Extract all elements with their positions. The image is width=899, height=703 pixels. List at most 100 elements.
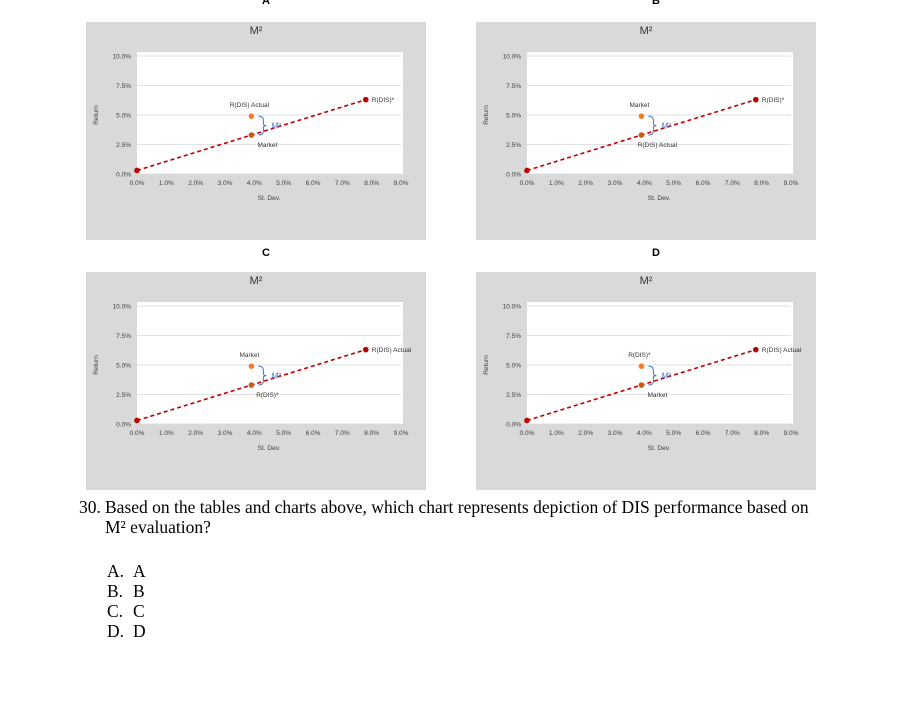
- y-tick-label: 2.5%: [506, 392, 521, 399]
- plot-area: [527, 302, 793, 424]
- x-tick-label: 9.0%: [784, 180, 799, 187]
- chart-b-panel: M² 0.0% 2.5% 5.0% 7.5% 10.0% 0.0% 1.0% 2.0% 3.0% 4…: [476, 22, 816, 240]
- chart-title: M²: [250, 25, 263, 37]
- plot-area: [527, 52, 793, 174]
- point-label: R(DIS)*: [372, 97, 395, 104]
- data-point: [753, 346, 759, 353]
- y-axis-label: Return: [93, 105, 100, 125]
- chart-c-panel: M² 0.0% 2.5% 5.0% 7.5% 10.0% 0.0% 1.0% 2.0% 3.0% 4…: [86, 272, 426, 490]
- data-point: [524, 167, 530, 174]
- y-tick-label: 7.5%: [506, 333, 521, 340]
- point-label: R(DIS)*: [762, 97, 785, 104]
- option-key: D.: [107, 621, 125, 641]
- y-tick-label: 0.0%: [506, 422, 521, 429]
- y-tick-label: 7.5%: [116, 83, 131, 90]
- y-tick-label: 2.5%: [116, 392, 131, 399]
- point-label: R(DIS) Actual: [638, 142, 678, 149]
- x-tick-label: 1.0%: [549, 180, 564, 187]
- chart-a-letter: A: [262, 0, 270, 7]
- x-tick-label: 0.0%: [520, 180, 535, 187]
- y-tick-label: 10.0%: [113, 304, 132, 311]
- chart-c-svg: M² 0.0% 2.5% 5.0% 7.5% 10.0% 0.0% 1.0% 2.0% 3.0% 4…: [93, 275, 412, 452]
- x-axis-label: St. Dev.: [258, 445, 281, 452]
- x-tick-label: 7.0%: [335, 430, 350, 437]
- plot-area: [137, 52, 403, 174]
- x-tick-label: 9.0%: [394, 430, 409, 437]
- x-tick-label: 4.0%: [247, 430, 262, 437]
- point-label: R(DIS) Actual: [230, 102, 270, 109]
- data-point: [753, 96, 759, 103]
- chart-title: M²: [250, 275, 263, 287]
- x-tick-label: 8.0%: [364, 180, 379, 187]
- x-tick-label: 8.0%: [754, 180, 769, 187]
- x-tick-label: 0.0%: [130, 180, 145, 187]
- x-tick-label: 7.0%: [725, 180, 740, 187]
- x-tick-label: 6.0%: [306, 430, 321, 437]
- x-tick-label: 3.0%: [608, 430, 623, 437]
- m2-annotation: M²: [661, 372, 671, 381]
- x-tick-label: 2.0%: [578, 430, 593, 437]
- y-tick-label: 7.5%: [116, 333, 131, 340]
- y-axis-label: Return: [93, 355, 100, 375]
- x-tick-label: 8.0%: [754, 430, 769, 437]
- data-point: [248, 382, 255, 388]
- point-label: Market: [629, 102, 649, 109]
- point-label: R(DIS)*: [628, 352, 651, 359]
- option-value: B: [133, 581, 145, 601]
- data-point: [248, 132, 255, 138]
- point-label: R(DIS)*: [256, 392, 279, 399]
- x-tick-label: 4.0%: [637, 430, 652, 437]
- point-label: R(DIS) Actual: [762, 347, 802, 354]
- x-tick-label: 6.0%: [696, 430, 711, 437]
- option-value: C: [133, 601, 145, 621]
- option-d[interactable]: D. D: [107, 621, 146, 641]
- data-point: [248, 113, 255, 119]
- x-tick-label: 4.0%: [247, 180, 262, 187]
- m2-bracket: [258, 115, 267, 136]
- option-value: A: [133, 561, 146, 581]
- y-tick-label: 5.0%: [116, 363, 131, 370]
- chart-d-svg: M² 0.0% 2.5% 5.0% 7.5% 10.0% 0.0% 1.0% 2.0% 3.0% 4…: [483, 275, 802, 452]
- x-tick-label: 2.0%: [578, 180, 593, 187]
- m2-annotation: M²: [271, 122, 281, 131]
- y-tick-label: 10.0%: [503, 54, 522, 61]
- data-point: [363, 96, 369, 103]
- x-tick-label: 9.0%: [784, 430, 799, 437]
- option-b[interactable]: B. B: [107, 581, 146, 601]
- y-tick-label: 0.0%: [116, 422, 131, 429]
- question-line-2: M² evaluation?: [105, 517, 211, 537]
- x-tick-label: 0.0%: [520, 430, 535, 437]
- chart-a-svg: M² 0.0% 2.5% 5.0% 7.5% 10.0% 0.0% 1.0% 2.0% 3.0% 4…: [93, 25, 409, 202]
- x-tick-label: 7.0%: [725, 430, 740, 437]
- x-tick-label: 3.0%: [608, 180, 623, 187]
- y-tick-label: 2.5%: [116, 142, 131, 149]
- option-value: D: [133, 621, 146, 641]
- question-number: 30.: [79, 497, 101, 517]
- x-tick-label: 1.0%: [159, 430, 174, 437]
- x-tick-label: 6.0%: [696, 180, 711, 187]
- data-point: [524, 417, 530, 424]
- x-tick-label: 5.0%: [276, 180, 291, 187]
- point-label: Market: [647, 392, 667, 399]
- option-a[interactable]: A. A: [107, 561, 146, 581]
- chart-c-letter: C: [262, 247, 270, 259]
- chart-b-letter: B: [652, 0, 660, 7]
- x-tick-label: 5.0%: [666, 430, 681, 437]
- y-tick-label: 5.0%: [506, 113, 521, 120]
- chart-title: M²: [640, 275, 653, 287]
- x-tick-label: 3.0%: [218, 430, 233, 437]
- data-point: [134, 167, 140, 174]
- question: 30. Based on the tables and charts above,…: [79, 497, 869, 537]
- chart-d-letter: D: [652, 247, 660, 259]
- x-tick-label: 2.0%: [188, 430, 203, 437]
- x-tick-label: 3.0%: [218, 180, 233, 187]
- y-tick-label: 0.0%: [506, 172, 521, 179]
- x-tick-label: 4.0%: [637, 180, 652, 187]
- y-tick-label: 5.0%: [506, 363, 521, 370]
- x-tick-label: 8.0%: [364, 430, 379, 437]
- x-tick-label: 1.0%: [549, 430, 564, 437]
- data-point: [248, 363, 255, 369]
- option-c[interactable]: C. C: [107, 601, 146, 621]
- y-tick-label: 10.0%: [503, 304, 522, 311]
- x-axis-label: St. Dev.: [648, 445, 671, 452]
